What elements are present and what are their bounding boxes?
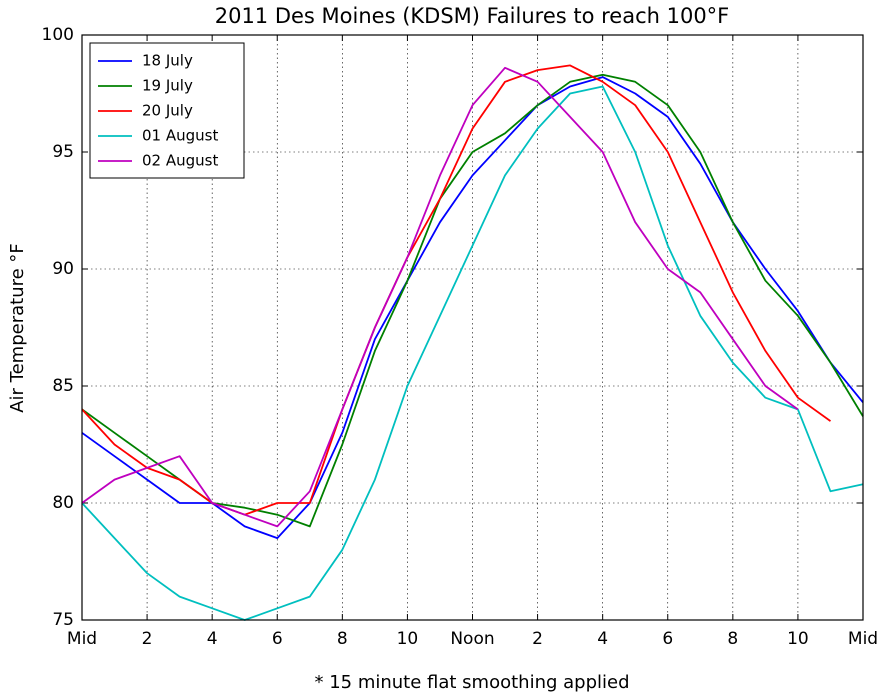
x-tick-label: 8: [337, 629, 348, 649]
y-tick-label: 90: [52, 259, 74, 279]
y-axis-label: Air Temperature °F: [7, 243, 28, 413]
x-tick-label: Noon: [450, 629, 494, 649]
x-tick-label: 6: [272, 629, 283, 649]
series-line: [81, 85, 864, 621]
x-tick-label: 10: [397, 629, 419, 649]
y-tick-label: 95: [52, 142, 74, 162]
y-tick-label: 75: [52, 610, 74, 630]
legend-label: 19 July: [142, 77, 193, 95]
x-tick-label: 6: [662, 629, 673, 649]
x-tick-label: Mid: [67, 629, 97, 649]
legend-label: 02 August: [142, 152, 218, 170]
series-line: [81, 64, 832, 516]
x-tick-label: 8: [727, 629, 738, 649]
legend-label: 20 July: [142, 102, 193, 120]
x-tick-label: 2: [142, 629, 153, 649]
series-line: [81, 66, 799, 528]
legend-label: 01 August: [142, 127, 218, 145]
legend-label: 18 July: [142, 52, 193, 70]
chart-title: 2011 Des Moines (KDSM) Failures to reach…: [215, 4, 730, 28]
plot-frame: [81, 34, 864, 621]
x-axis-label: * 15 minute flat smoothing applied: [314, 672, 629, 693]
x-tick-label: Mid: [848, 629, 878, 649]
y-tick-label: 85: [52, 376, 74, 396]
y-tick-label: 100: [42, 25, 74, 45]
y-tick-label: 80: [52, 493, 74, 513]
x-tick-label: 4: [597, 629, 608, 649]
x-tick-label: 10: [787, 629, 809, 649]
x-tick-label: 4: [207, 629, 218, 649]
x-tick-label: 2: [532, 629, 543, 649]
legend: 18 July 19 July 20 July 01 August 02 August: [89, 42, 245, 179]
